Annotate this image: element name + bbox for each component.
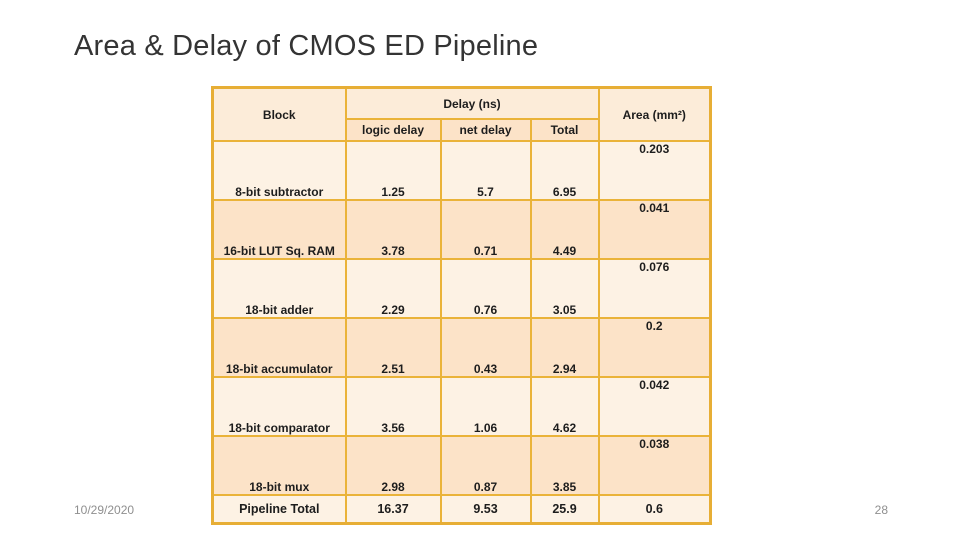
net-delay-cell: 9.53 xyxy=(439,494,532,525)
footer-page-number: 28 xyxy=(874,503,888,517)
area-cell: 0.6 xyxy=(597,494,712,525)
area-cell: 0.2 xyxy=(597,317,712,378)
net-delay-cell: 1.06 xyxy=(439,376,532,437)
total-delay-cell: 25.9 xyxy=(529,494,600,525)
table-row: 16-bit LUT Sq. RAM 3.78 0.71 4.49 0.041 xyxy=(211,199,712,260)
header-net-delay: net delay xyxy=(439,118,532,142)
page-title: Area & Delay of CMOS ED Pipeline xyxy=(74,30,539,62)
header-delay-group: Delay (ns) xyxy=(344,86,600,120)
total-delay-cell: 6.95 xyxy=(529,140,600,201)
net-delay-cell: 0.76 xyxy=(439,258,532,319)
logic-delay-cell: 3.78 xyxy=(344,199,442,260)
net-delay-cell: 0.71 xyxy=(439,199,532,260)
area-cell: 0.203 xyxy=(597,140,712,201)
block-name-cell: 18-bit mux xyxy=(211,435,347,496)
logic-delay-cell: 2.29 xyxy=(344,258,442,319)
table-row: 18-bit comparator 3.56 1.06 4.62 0.042 xyxy=(211,376,712,437)
area-cell: 0.038 xyxy=(597,435,712,496)
area-cell: 0.041 xyxy=(597,199,712,260)
area-cell: 0.042 xyxy=(597,376,712,437)
header-logic-delay: logic delay xyxy=(344,118,442,142)
block-name-cell: 16-bit LUT Sq. RAM xyxy=(211,199,347,260)
block-name-cell: 18-bit accumulator xyxy=(211,317,347,378)
total-delay-cell: 3.85 xyxy=(529,435,600,496)
table-row: 18-bit adder 2.29 0.76 3.05 0.076 xyxy=(211,258,712,319)
block-name-cell: 18-bit adder xyxy=(211,258,347,319)
logic-delay-cell: 1.25 xyxy=(344,140,442,201)
net-delay-cell: 0.87 xyxy=(439,435,532,496)
header-row-1: Block Delay (ns) Area (mm²) xyxy=(211,86,712,142)
area-delay-table: Block Delay (ns) Area (mm²) logic delay … xyxy=(211,86,713,525)
header-total: Total xyxy=(529,118,600,142)
header-row-2: logic delay net delay Total xyxy=(213,118,711,142)
net-delay-cell: 0.43 xyxy=(439,317,532,378)
net-delay-cell: 5.7 xyxy=(439,140,532,201)
block-name-cell: Pipeline Total xyxy=(211,494,347,525)
total-delay-cell: 3.05 xyxy=(529,258,600,319)
header-block: Block xyxy=(211,86,347,142)
logic-delay-cell: 3.56 xyxy=(344,376,442,437)
table-row: 18-bit mux 2.98 0.87 3.85 0.038 xyxy=(211,435,712,496)
logic-delay-cell: 2.98 xyxy=(344,435,442,496)
block-name-cell: 18-bit comparator xyxy=(211,376,347,437)
footer-date: 10/29/2020 xyxy=(74,503,135,517)
table-row: 8-bit subtractor 1.25 5.7 6.95 0.203 xyxy=(211,140,712,201)
header-area: Area (mm²) xyxy=(597,86,712,142)
total-delay-cell: 2.94 xyxy=(529,317,600,378)
table-row: 18-bit accumulator 2.51 0.43 2.94 0.2 xyxy=(211,317,712,378)
pipeline-total-row: Pipeline Total 16.37 9.53 25.9 0.6 xyxy=(211,494,712,525)
total-delay-cell: 4.49 xyxy=(529,199,600,260)
block-name-cell: 8-bit subtractor xyxy=(211,140,347,201)
area-cell: 0.076 xyxy=(597,258,712,319)
logic-delay-cell: 16.37 xyxy=(344,494,442,525)
logic-delay-cell: 2.51 xyxy=(344,317,442,378)
total-delay-cell: 4.62 xyxy=(529,376,600,437)
